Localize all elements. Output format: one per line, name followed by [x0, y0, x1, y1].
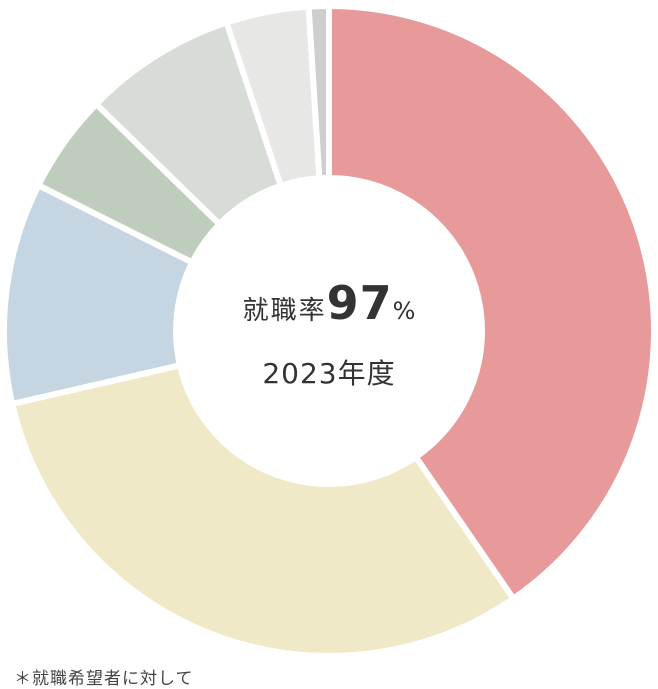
donut-slice-1 [326, 2, 657, 603]
employment-rate-value: 97 [326, 276, 393, 330]
fiscal-year: 2023年度 [262, 357, 396, 390]
donut-slice-2 [8, 361, 518, 659]
employment-rate-unit: % [392, 297, 416, 325]
footnote: ＊就職希望者に対して [14, 669, 194, 689]
employment-rate-label: 就職率 [242, 296, 327, 326]
employment-rate: 就職率97% [0, 276, 658, 330]
donut-slice-7 [305, 2, 332, 182]
